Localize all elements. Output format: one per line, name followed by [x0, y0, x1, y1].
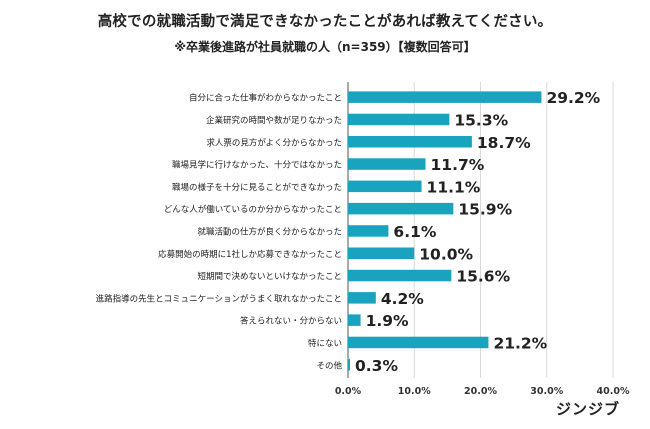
bar: [348, 269, 452, 282]
category-label: 進路指導の先生とコミュニケーションがうまく取れなかったこと: [96, 293, 342, 304]
category-label: 特にない: [308, 338, 342, 349]
bar: [348, 247, 415, 259]
bar: [348, 359, 350, 371]
value-label: 11.7%: [431, 156, 485, 174]
value-label: 11.1%: [427, 178, 481, 196]
category-label: 短期間で決めないといけなかったこと: [197, 271, 342, 282]
bar: [348, 336, 489, 349]
bar: [348, 202, 454, 215]
category-label: 応募開始の時期に1社しか応募できなかったこと: [158, 249, 342, 260]
category-label: 企業研究の時間や数が足りなかった: [206, 115, 342, 126]
bar: [348, 292, 376, 304]
bar: [348, 91, 542, 103]
value-label: 29.2%: [546, 89, 600, 107]
value-label: 4.2%: [381, 290, 424, 308]
value-label: 0.3%: [355, 357, 398, 375]
value-label: 10.0%: [419, 245, 473, 263]
value-label: 15.9%: [458, 201, 512, 219]
value-label: 15.6%: [456, 268, 510, 286]
value-label: 6.1%: [393, 223, 436, 241]
category-label: 求人票の見方がよく分からなかった: [206, 137, 342, 148]
category-label: 職場の様子を十分に見ることができなかった: [172, 182, 342, 193]
x-tick-label: 40.0%: [597, 386, 630, 397]
value-label: 15.3%: [454, 111, 508, 129]
value-label: 1.9%: [366, 312, 409, 330]
x-tick-label: 20.0%: [464, 386, 497, 397]
category-label: 職場見学に行けなかった、十分ではなかった: [172, 160, 342, 171]
bar: [348, 180, 422, 193]
category-label: どんな人が働いているのか分からなかったこと: [164, 204, 342, 215]
category-label: 答えられない・分からない: [240, 316, 342, 327]
bar: [348, 314, 361, 326]
x-tick-label: 10.0%: [398, 386, 431, 397]
chart-subtitle: ※卒業後進路が社員就職の人（n=359）【複数回答可】: [174, 40, 476, 54]
brand-logo-text: ジンジブ: [555, 400, 620, 418]
bar: [348, 158, 426, 170]
bar: [348, 113, 450, 126]
x-tick-label: 30.0%: [530, 386, 563, 397]
bar: [348, 225, 389, 237]
category-label: 就職活動の仕方が良く分からなかった: [197, 226, 342, 237]
category-label: その他: [316, 360, 342, 371]
value-label: 18.7%: [477, 134, 531, 152]
x-tick-label: 0.0%: [335, 386, 362, 397]
bar: [348, 136, 472, 148]
value-label: 21.2%: [493, 334, 547, 352]
category-label: 自分に合った仕事がわからなかったこと: [189, 93, 342, 104]
chart-title: 高校での就職活動で満足できなかったことがあれば教えてください。: [97, 14, 553, 30]
